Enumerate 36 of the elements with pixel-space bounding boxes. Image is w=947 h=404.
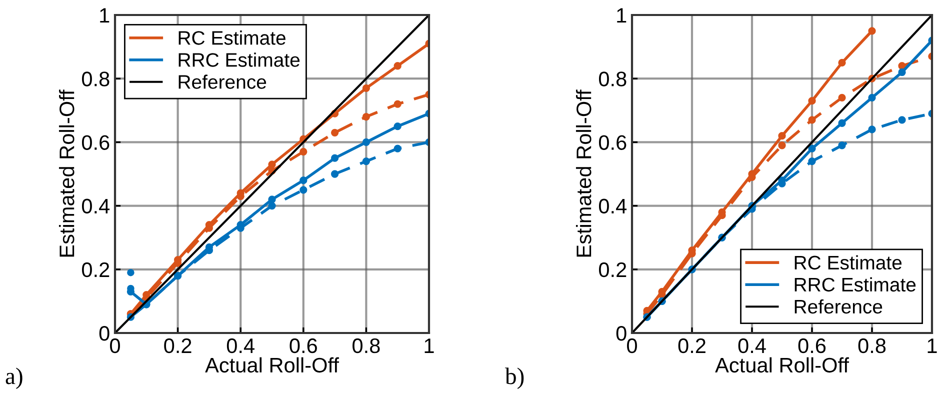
y-axis-title: Estimated Roll-Off: [58, 90, 74, 257]
text: b): [505, 368, 524, 390]
x-tick-label: 0.6: [798, 338, 826, 354]
x-axis-title: Actual Roll-Off: [715, 357, 849, 373]
y-tick-label: 0.4: [82, 198, 110, 214]
y-tick-label: 0.6: [598, 135, 626, 150]
x-axis-title: Actual Roll-Off: [205, 357, 339, 373]
y-tick-label: 0: [616, 326, 626, 341]
legend-label: RC Estimate: [178, 30, 286, 45]
y-tick-label: 1: [617, 8, 626, 23]
x-tick-label: 0.6: [290, 338, 317, 354]
x-tick-label: 1: [928, 338, 937, 353]
y-tick-label: 0: [99, 326, 110, 341]
y-tick-label: 0.6: [82, 135, 110, 150]
x-tick-label: 0.4: [226, 338, 254, 354]
x-tick-label: 0.8: [352, 338, 380, 354]
x-tick-label: 1: [424, 338, 434, 353]
y-tick-label: 0.8: [82, 72, 110, 86]
y-tick-label: 0.8: [598, 72, 626, 86]
legend-label: Reference: [794, 299, 882, 314]
x-tick-label: 0.4: [738, 338, 766, 354]
legend-label: Reference: [178, 74, 266, 89]
x-tick-label: 0.8: [858, 338, 886, 354]
y-tick-label: 0.2: [82, 262, 110, 278]
legend-label: RC Estimate: [794, 255, 902, 270]
y-tick-label: 0.4: [598, 198, 627, 214]
legend-label: RRC Estimate: [794, 277, 916, 292]
x-tick-label: 0.2: [678, 338, 706, 354]
y-tick-label: 1: [100, 8, 110, 23]
x-tick-label: 0: [627, 338, 637, 354]
text: a): [6, 368, 22, 390]
y-axis-title: Estimated Roll-Off: [576, 90, 592, 257]
legend-label: RRC Estimate: [178, 52, 300, 67]
x-tick-label: 0.2: [164, 338, 192, 354]
y-tick-label: 0.2: [598, 262, 626, 278]
x-tick-label: 0: [110, 338, 120, 354]
